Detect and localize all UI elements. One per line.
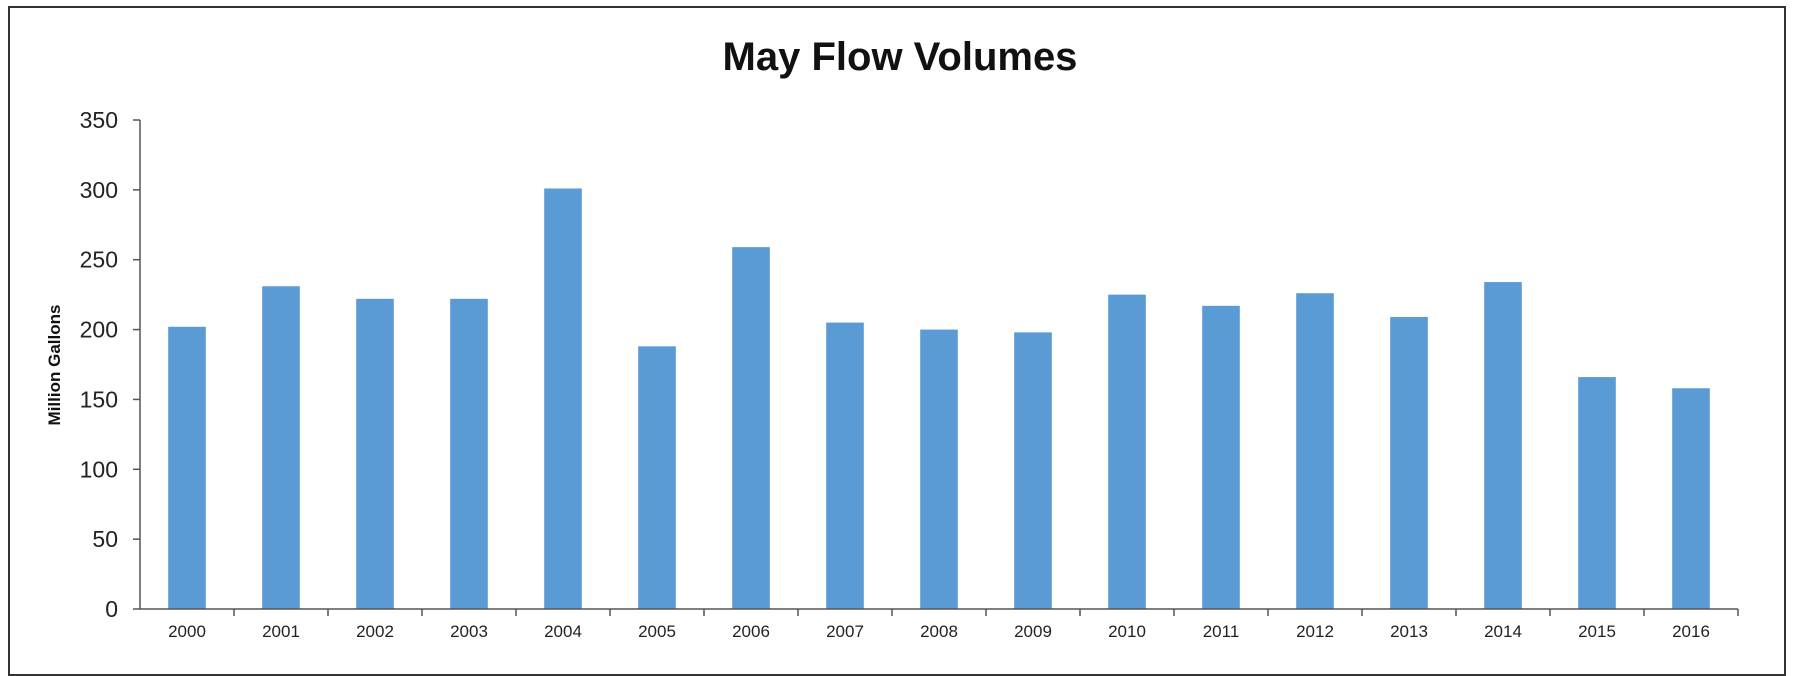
x-tick-label-2011: 2011 bbox=[1203, 622, 1240, 641]
x-tick-label-2006: 2006 bbox=[732, 622, 770, 641]
x-tick-label-2016: 2016 bbox=[1672, 622, 1710, 641]
x-tick-label-2008: 2008 bbox=[920, 622, 958, 641]
bar-2015 bbox=[1578, 377, 1616, 609]
x-tick-label-2013: 2013 bbox=[1390, 622, 1428, 641]
x-tick-label-2004: 2004 bbox=[544, 622, 582, 641]
x-tick-label-2010: 2010 bbox=[1108, 622, 1146, 641]
bar-2004 bbox=[544, 188, 582, 609]
x-tick-label-2003: 2003 bbox=[450, 622, 488, 641]
chart-title: May Flow Volumes bbox=[723, 35, 1078, 79]
bar-2005 bbox=[638, 346, 676, 609]
bar-2001 bbox=[262, 286, 300, 609]
bar-2002 bbox=[356, 298, 394, 609]
x-tick-label-2015: 2015 bbox=[1578, 622, 1616, 641]
x-tick-label-2007: 2007 bbox=[826, 622, 864, 641]
bar-2016 bbox=[1672, 388, 1710, 609]
x-tick-label-2014: 2014 bbox=[1484, 622, 1522, 641]
y-tick-label: 200 bbox=[80, 317, 118, 343]
y-tick-label: 100 bbox=[80, 456, 118, 482]
x-tick-label-2005: 2005 bbox=[638, 622, 676, 641]
x-axis-ticks: 2000 2001 2002 2003 2004 2005 2006 2007 2008 2009… bbox=[168, 609, 1739, 641]
y-axis-ticks: 0 50 100 150 200 250 300 350 bbox=[80, 107, 140, 622]
x-tick-label-2009: 2009 bbox=[1014, 622, 1052, 641]
bar-2008 bbox=[920, 329, 958, 609]
bar-2013 bbox=[1390, 316, 1428, 609]
x-tick-label-2002: 2002 bbox=[356, 622, 394, 641]
bar-2007 bbox=[826, 322, 864, 609]
y-tick-label: 300 bbox=[80, 177, 118, 203]
x-tick-label-2001: 2001 bbox=[262, 622, 300, 641]
bar-2003 bbox=[450, 298, 488, 609]
bar-2014 bbox=[1484, 282, 1522, 609]
bar-2012 bbox=[1296, 293, 1334, 609]
bar-2006 bbox=[732, 247, 770, 609]
y-tick-label: 0 bbox=[105, 596, 118, 622]
x-tick-label-2000: 2000 bbox=[168, 622, 206, 641]
y-tick-label: 350 bbox=[80, 107, 118, 133]
bar-2009 bbox=[1014, 332, 1052, 609]
bar-chart: May Flow Volumes Million Gallons 0 50 100 1… bbox=[45, 35, 1739, 641]
bars bbox=[168, 188, 1710, 609]
y-tick-label: 50 bbox=[92, 526, 118, 552]
bar-2010 bbox=[1108, 294, 1146, 609]
bar-2000 bbox=[168, 326, 206, 609]
y-tick-label: 150 bbox=[80, 386, 118, 412]
bar-2011 bbox=[1202, 305, 1240, 609]
y-tick-label: 250 bbox=[80, 247, 118, 273]
y-axis-label: Million Gallons bbox=[45, 305, 64, 426]
x-tick-label-2012: 2012 bbox=[1296, 622, 1334, 641]
